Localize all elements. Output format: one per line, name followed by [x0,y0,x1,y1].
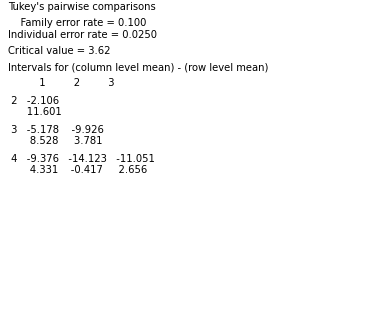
Text: 4.331    -0.417     2.656: 4.331 -0.417 2.656 [8,165,147,175]
Text: Critical value = 3.62: Critical value = 3.62 [8,46,110,56]
Text: Individual error rate = 0.0250: Individual error rate = 0.0250 [8,30,157,40]
Text: 11.601: 11.601 [8,107,62,117]
Text: 1         2         3: 1 2 3 [8,78,114,88]
Text: Family error rate = 0.100: Family error rate = 0.100 [8,18,146,28]
Text: 3   -5.178    -9.926: 3 -5.178 -9.926 [8,125,104,135]
Text: Tukey's pairwise comparisons: Tukey's pairwise comparisons [8,2,156,12]
Text: 2   -2.106: 2 -2.106 [8,96,59,106]
Text: 8.528     3.781: 8.528 3.781 [8,136,103,146]
Text: 4   -9.376   -14.123   -11.051: 4 -9.376 -14.123 -11.051 [8,154,155,164]
Text: Intervals for (column level mean) - (row level mean): Intervals for (column level mean) - (row… [8,62,268,72]
